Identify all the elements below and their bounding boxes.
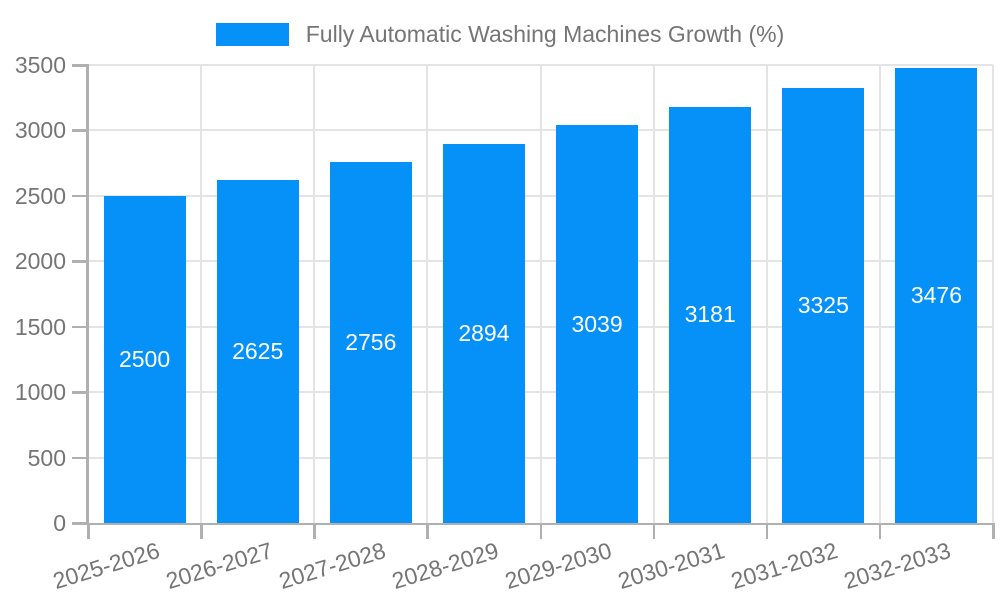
x-axis-tick xyxy=(87,525,90,539)
y-axis-line xyxy=(86,64,89,524)
y-axis-label: 2500 xyxy=(14,182,66,209)
y-axis-tick xyxy=(72,260,87,263)
bar[interactable]: 3476 xyxy=(895,68,978,523)
x-axis-label: 2031-2032 xyxy=(728,537,841,595)
gridline-vertical xyxy=(539,65,542,523)
x-axis-tick xyxy=(200,525,203,539)
bar[interactable]: 2894 xyxy=(442,144,525,523)
bar[interactable]: 2756 xyxy=(329,162,412,523)
gridline-vertical xyxy=(765,65,768,523)
chart-legend[interactable]: Fully Automatic Washing Machines Growth … xyxy=(0,21,1000,48)
x-axis-label: 2032-2033 xyxy=(841,537,955,595)
x-axis-tick xyxy=(313,525,316,539)
y-axis-tick xyxy=(72,456,87,460)
x-axis-label: 2029-2030 xyxy=(501,537,615,595)
legend-swatch xyxy=(215,23,289,46)
gridline-vertical xyxy=(313,65,316,523)
plot-area: 2500 2625 2756 2894 3039 3181 3325 3476 xyxy=(88,64,994,523)
gridline-vertical xyxy=(426,65,429,523)
x-axis-tick xyxy=(878,525,882,539)
x-axis-label: 2030-2031 xyxy=(614,537,728,595)
y-axis-label: 500 xyxy=(27,444,66,471)
x-axis-tick xyxy=(652,525,656,539)
x-axis-line xyxy=(86,522,995,525)
bar-value-label: 2756 xyxy=(345,329,397,356)
gridline-vertical xyxy=(652,65,655,523)
y-axis-label: 2000 xyxy=(14,248,66,275)
bar-value-label: 2894 xyxy=(458,320,510,347)
bar-value-label: 2625 xyxy=(232,337,284,364)
bar[interactable]: 3039 xyxy=(556,125,639,523)
bar-value-label: 3181 xyxy=(684,301,736,328)
bar[interactable]: 3181 xyxy=(669,106,752,523)
x-axis-tick xyxy=(426,525,429,539)
x-axis-label: 2028-2029 xyxy=(388,537,502,595)
y-axis-label: 3000 xyxy=(14,117,66,144)
x-axis-label: 2025-2026 xyxy=(49,537,163,595)
y-axis-label: 1500 xyxy=(14,313,66,340)
gridline-vertical xyxy=(992,65,994,523)
gridline-vertical xyxy=(200,65,203,523)
x-axis-label: 2026-2027 xyxy=(162,537,276,595)
x-axis-label: 2027-2028 xyxy=(275,537,389,595)
gridline-vertical xyxy=(878,65,881,523)
y-axis-tick xyxy=(72,325,87,329)
y-axis-tick xyxy=(72,129,87,132)
x-axis-tick xyxy=(539,525,542,539)
y-axis-label: 1000 xyxy=(14,379,66,406)
bar-value-label: 3476 xyxy=(910,282,963,309)
bar-value-label: 3325 xyxy=(797,291,849,318)
bar-value-label: 3039 xyxy=(571,310,623,337)
y-axis-tick xyxy=(72,194,87,198)
y-axis-label: 0 xyxy=(53,510,66,536)
y-axis-tick xyxy=(72,64,87,67)
y-axis-tick xyxy=(72,522,87,525)
bar[interactable]: 3325 xyxy=(782,87,865,523)
legend-label: Fully Automatic Washing Machines Growth … xyxy=(305,21,785,47)
bar[interactable]: 2500 xyxy=(103,195,186,523)
bar[interactable]: 2625 xyxy=(216,179,299,523)
y-axis-tick xyxy=(72,391,87,394)
x-axis-tick xyxy=(992,525,995,539)
bar-value-label: 2500 xyxy=(118,345,171,372)
x-axis-tick xyxy=(765,525,769,539)
y-axis-label: 3500 xyxy=(14,52,66,78)
